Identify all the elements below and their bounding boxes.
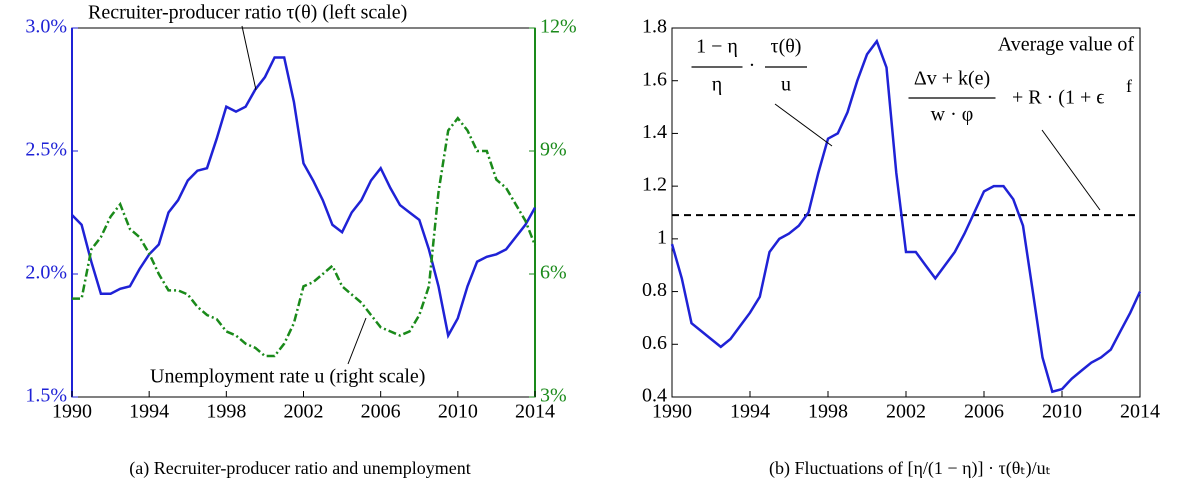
x-tick-label: 1990	[52, 401, 92, 423]
caption: (b) Fluctuations of [η/(1 − η)] · τ(θₜ)/…	[769, 458, 1051, 479]
formula-2-numerator: Δv + k(e)	[914, 68, 990, 90]
x-tick-label: 2002	[284, 401, 324, 423]
y-tick-label: 1.6	[642, 68, 667, 90]
y-tick-label: 0.8	[642, 279, 667, 301]
annotation: Recruiter-producer ratio τ(θ) (left scal…	[88, 2, 407, 24]
y-tick-label: 2.0%	[25, 262, 67, 284]
formula-1-denominator: η	[712, 74, 722, 96]
y-tick-label: 1.2	[642, 174, 667, 196]
x-tick-label: 2010	[438, 401, 478, 423]
y-tick-label: 0.6	[642, 332, 667, 354]
y-tick-label: 0.4	[642, 385, 667, 407]
x-tick-label: 2010	[1042, 401, 1082, 423]
x-tick-label: 1998	[808, 401, 848, 423]
y-tick-label: 1.8	[642, 16, 667, 38]
annotation: Average value of	[998, 34, 1135, 56]
y-tick-label: 2.5%	[25, 139, 67, 161]
label-bg	[86, 2, 396, 26]
x-tick-label: 1994	[129, 401, 169, 423]
y-tick-label: 1.4	[642, 121, 667, 143]
plot-frame	[71, 27, 536, 398]
y2-tick-label: 9%	[540, 139, 567, 161]
annotation-arrow	[241, 25, 257, 91]
y2-tick-label: 12%	[540, 16, 577, 38]
annotation: Unemployment rate u (right scale)	[150, 366, 425, 388]
series-line	[71, 56, 537, 340]
formula-1-denominator: u	[781, 74, 791, 96]
caption: (a) Recruiter-producer ratio and unemplo…	[129, 458, 471, 479]
formula-2-denominator: w · φ	[931, 104, 974, 126]
x-tick-label: 2006	[361, 401, 401, 423]
y-tick-label: 1.5%	[25, 385, 67, 407]
formula-1-numerator: τ(θ)	[771, 36, 802, 58]
annotation-arrow	[1041, 129, 1101, 211]
x-tick-label: 2006	[964, 401, 1004, 423]
x-tick-label: 2002	[886, 401, 926, 423]
formula-tail: + R · (1 + ϵ	[1012, 87, 1104, 109]
y-tick-label: 1	[657, 226, 667, 248]
series-line	[72, 116, 537, 358]
formula-1-numerator: 1 − η	[696, 36, 738, 58]
y2-tick-label: 6%	[540, 262, 567, 284]
x-tick-label: 1990	[652, 401, 692, 423]
formula-operator: ·	[749, 55, 756, 77]
x-tick-label: 2014	[515, 401, 555, 423]
annotation-arrow	[774, 103, 833, 147]
y2-tick-label: 3%	[540, 385, 567, 407]
label-bg	[148, 366, 508, 390]
x-tick-label: 1994	[730, 401, 770, 423]
x-tick-label: 1998	[206, 401, 246, 423]
plot-frame	[671, 27, 1141, 398]
x-tick-label: 2014	[1120, 401, 1160, 423]
annotation-arrow	[347, 317, 367, 365]
y-tick-label: 3.0%	[25, 16, 67, 38]
formula-sup: f	[1126, 76, 1132, 96]
series-line	[670, 38, 1142, 394]
